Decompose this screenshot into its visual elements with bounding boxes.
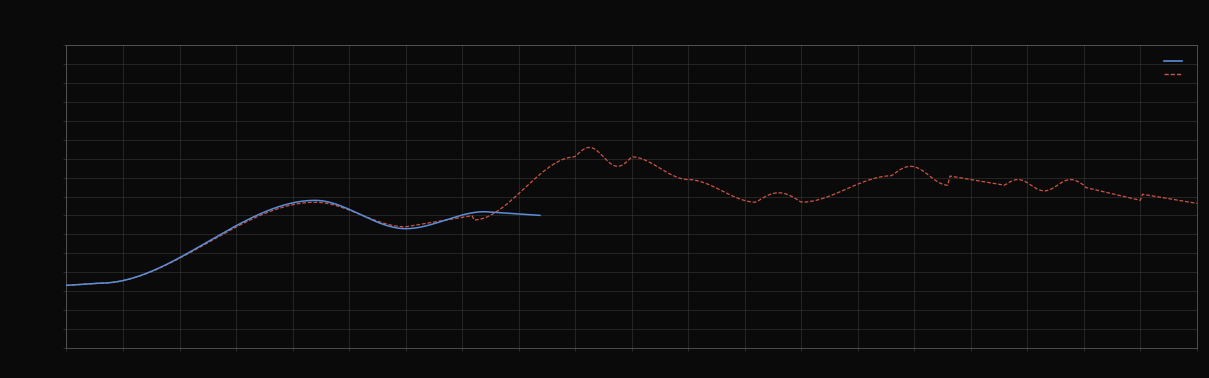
Legend: , : , — [1162, 56, 1187, 81]
